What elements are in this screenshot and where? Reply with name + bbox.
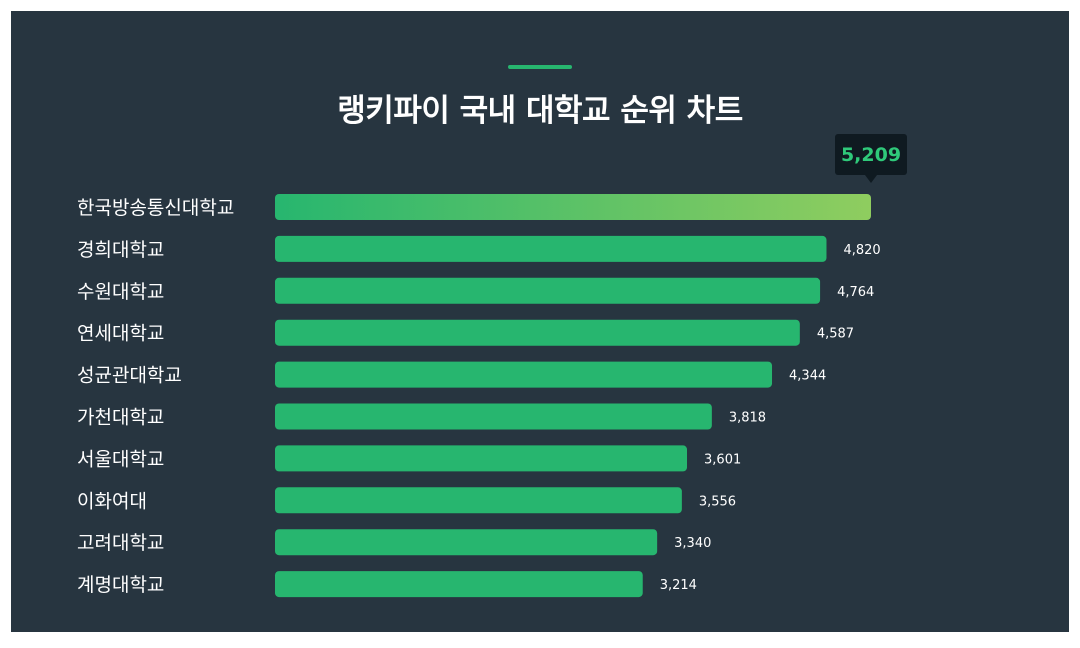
category-label: 수원대학교 [77, 281, 164, 303]
category-label: 고려대학교 [77, 532, 164, 554]
value-label: 4,820 [843, 243, 880, 258]
category-label: 경희대학교 [77, 239, 164, 261]
value-label: 4,344 [789, 369, 826, 384]
value-callout [835, 134, 907, 175]
bar [275, 403, 712, 430]
bar [275, 487, 682, 514]
bar [275, 277, 821, 304]
value-label: 3,340 [674, 536, 711, 551]
bar [275, 235, 827, 262]
bars-group: 한국방송통신대학교 5,209 경희대학교 4,820 수원대학교 4,764 연세대학교 4… [77, 134, 907, 598]
bar [275, 319, 800, 346]
category-label: 서울대학교 [77, 448, 164, 470]
value-label: 3,601 [704, 452, 741, 467]
bar [275, 529, 658, 556]
value-label: 4,764 [837, 285, 874, 300]
category-label: 한국방송통신대학교 [77, 197, 234, 219]
category-label: 계명대학교 [77, 574, 164, 596]
bar [275, 361, 773, 388]
bar [275, 194, 871, 220]
bar [275, 445, 688, 472]
value-label: 3,214 [660, 578, 697, 593]
value-callout-pointer [865, 175, 877, 183]
value-label: 3,556 [699, 494, 736, 509]
category-label: 이화여대 [77, 490, 147, 512]
value-label: 3,818 [729, 411, 766, 426]
title-accent-line [508, 65, 572, 69]
value-label: 5,209 [841, 144, 901, 166]
category-label: 연세대학교 [77, 323, 164, 345]
category-label: 성균관대학교 [77, 365, 182, 387]
bar [275, 571, 643, 598]
chart-title: 랭키파이 국내 대학교 순위 차트 [337, 93, 743, 129]
category-label: 가천대학교 [77, 407, 164, 429]
value-label: 4,587 [817, 327, 854, 342]
